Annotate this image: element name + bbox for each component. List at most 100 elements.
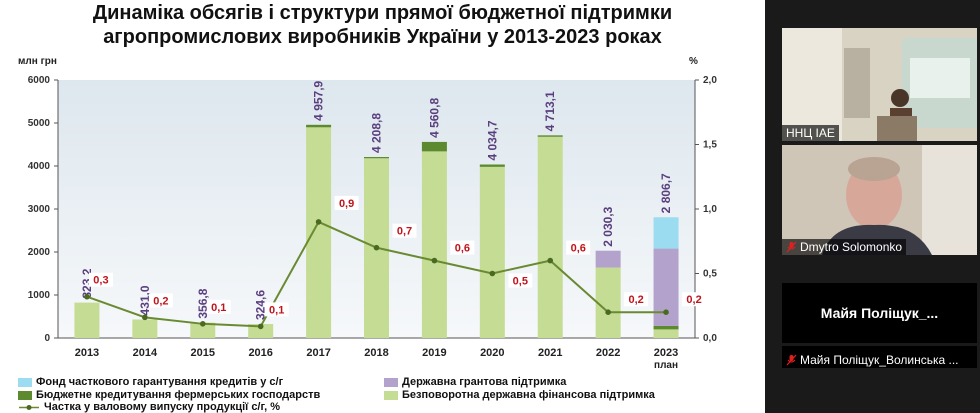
bar-total-label: 324,6 — [254, 290, 268, 320]
x-tick-label: 2014 — [133, 347, 158, 359]
bar-total-label: 4 713,1 — [543, 91, 557, 131]
line-point-label: 0,1 — [269, 304, 284, 316]
slide-title-line1: Динаміка обсягів і структури прямої бюдж… — [92, 2, 673, 24]
line-label-bg — [206, 299, 231, 314]
bar-segment — [248, 324, 274, 338]
legend-item-share: Частка у валовому випуску продукції с/г,… — [18, 401, 280, 413]
x-tick-sublabel: план — [654, 360, 678, 371]
line-point — [142, 314, 148, 321]
line-label-bg — [148, 293, 173, 308]
line-label-bg — [566, 240, 591, 255]
x-tick-label: 2021 — [538, 347, 562, 359]
y-tick-label: 3000 — [28, 204, 51, 215]
line-point — [431, 257, 438, 264]
participant-label: Майя Поліщук_Волинська ... — [782, 352, 963, 368]
bar-segment — [537, 135, 563, 137]
y2-tick-label: 1,0 — [703, 204, 717, 215]
legend-label: Фонд часткового гарантування кредитів у … — [36, 376, 284, 388]
y2-tick-label: 0,0 — [703, 333, 717, 344]
bar-segment — [421, 151, 447, 338]
participant-label: Dmytro Solomonko — [782, 239, 907, 255]
legend-swatch — [384, 377, 398, 387]
line-point-label: 0,3 — [93, 275, 108, 287]
participant-label-row: Майя Поліщук_Волинська ... — [782, 346, 977, 368]
legend-item-fund: Фонд часткового гарантування кредитів у … — [18, 376, 283, 388]
line-point-label: 0,5 — [513, 276, 528, 288]
bar-total-label: 4 208,8 — [370, 113, 384, 153]
x-tick-label: 2019 — [422, 347, 446, 359]
line-point — [605, 309, 611, 316]
line-label-bg — [264, 302, 289, 317]
line-point — [547, 257, 554, 264]
line-label-bg — [682, 292, 707, 307]
line-label-bg — [508, 273, 533, 288]
legend-item-nonrepayable: Безповоротна державна фінансова підтримк… — [384, 389, 655, 401]
legend-label: Державна грантова підтримка — [402, 376, 567, 388]
presentation-slide: Динаміка обсягів і структури прямої бюдж… — [0, 2, 765, 413]
y-tick-label: 4000 — [28, 161, 51, 172]
bar-segment — [364, 157, 389, 159]
bar-segment — [306, 127, 332, 338]
x-tick-label: 2013 — [75, 347, 99, 359]
y-tick-label: 1000 — [28, 290, 51, 301]
participant-name-placeholder: Майя Поліщук_... — [820, 305, 939, 321]
line-label-bg — [334, 195, 359, 210]
chart-legend: Фонд часткового гарантування кредитів у … — [0, 372, 765, 413]
line-point-label: 0,2 — [153, 295, 168, 307]
video-tile-dmytro[interactable]: Dmytro Solomonko — [782, 145, 977, 255]
line-label-bg — [450, 240, 475, 255]
y-tick-label: 0 — [44, 333, 50, 344]
x-tick-label: 2023 — [654, 347, 678, 359]
video-tile-host[interactable]: ННЦ ІАЕ — [782, 28, 977, 141]
y2-tick-label: 0,5 — [703, 269, 717, 280]
bar-segment — [132, 319, 158, 338]
line-point — [489, 270, 496, 277]
line-point-label: 0,1 — [211, 302, 226, 314]
y-tick-label: 2000 — [28, 247, 51, 258]
x-tick-label: 2018 — [364, 347, 388, 359]
bar-total-label: 4 560,8 — [427, 98, 441, 138]
x-tick-label: 2020 — [480, 347, 504, 359]
bar-segment — [421, 141, 447, 152]
legend-label: Частка у валовому випуску продукції с/г,… — [44, 401, 280, 413]
bar-segment — [479, 166, 505, 338]
legend-label: Бюджетне кредитування фермерських господ… — [36, 389, 321, 401]
y2-tick-label: 2,0 — [703, 75, 717, 86]
bar-total-label: 2 806,7 — [659, 173, 673, 213]
room-video-thumbnail — [782, 28, 977, 141]
bar-segment — [653, 329, 679, 338]
line-label-bg — [88, 272, 113, 287]
line-point-label: 0,2 — [686, 294, 701, 306]
line-point — [257, 323, 264, 330]
line-label-bg — [624, 292, 649, 307]
slide-title-line2: агропромислових виробників України у 201… — [103, 26, 662, 48]
bar-total-label: 4 957,9 — [312, 80, 326, 120]
participant-video — [782, 145, 977, 255]
line-point — [663, 309, 669, 316]
bar-segment — [190, 322, 216, 338]
bar-segment — [479, 164, 505, 167]
mic-muted-icon — [786, 241, 797, 253]
bar-segment — [74, 302, 100, 338]
line-point — [373, 244, 380, 251]
legend-line-swatch — [19, 404, 39, 410]
line-point — [315, 219, 322, 225]
bar-segment — [595, 267, 621, 338]
line-point — [199, 321, 206, 327]
x-tick-label: 2017 — [306, 347, 330, 359]
bar-segment — [537, 136, 563, 338]
chart: млн грн % 0 1000 2000 3000 4000 5000 6000 0,0 0,5 1… — [18, 56, 717, 371]
y2-tick-label: 1,5 — [703, 140, 717, 151]
x-tick-label: 2022 — [596, 347, 620, 359]
line-point-label: 0,7 — [397, 226, 412, 238]
line-label-bg — [392, 223, 417, 238]
legend-item-grant: Державна грантова підтримка — [384, 376, 566, 388]
bar-total-label: 356,8 — [196, 288, 210, 318]
line-point-label: 0,6 — [455, 243, 470, 255]
legend-item-credit: Бюджетне кредитування фермерських господ… — [18, 389, 320, 401]
video-tile-maya[interactable]: Майя Поліщук_... — [782, 283, 977, 343]
legend-label: Безповоротна державна фінансова підтримк… — [402, 389, 655, 401]
y-axis-label: млн грн — [18, 56, 57, 67]
line-point-label: 0,6 — [571, 243, 586, 255]
y-tick-label: 5000 — [28, 118, 51, 129]
